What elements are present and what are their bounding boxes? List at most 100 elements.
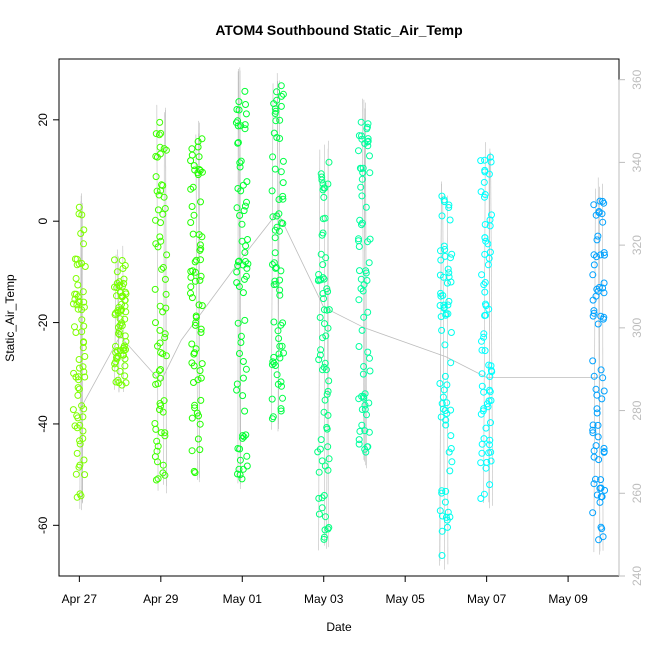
data-point [115, 330, 123, 338]
data-point [116, 315, 124, 323]
data-point [445, 201, 453, 209]
data-point [363, 125, 371, 133]
data-point [599, 374, 607, 382]
data-point [447, 329, 455, 336]
profile-trace [156, 104, 159, 491]
data-point [317, 346, 325, 354]
data-point [241, 407, 249, 415]
data-point [355, 235, 362, 243]
data-point [270, 359, 278, 367]
data-point [477, 495, 485, 502]
data-point [596, 197, 604, 205]
data-point [592, 475, 599, 483]
data-point [600, 249, 608, 257]
x-tick-label: Apr 27 [62, 592, 98, 606]
data-point [363, 443, 371, 451]
data-point [595, 209, 603, 217]
data-point [242, 110, 250, 118]
data-point [187, 157, 195, 165]
data-point [157, 366, 164, 373]
data-point [278, 342, 286, 350]
data-point [443, 516, 451, 524]
data-point [276, 276, 284, 284]
data-point [191, 401, 199, 409]
data-point [355, 147, 362, 155]
data-point [271, 249, 279, 257]
data-point [320, 363, 328, 371]
data-point [595, 536, 603, 544]
data-point [444, 301, 452, 309]
plot-frame [58, 58, 620, 577]
data-point [600, 313, 608, 321]
data-point [277, 321, 285, 329]
data-point [486, 222, 494, 230]
data-point [243, 178, 251, 186]
data-point [234, 470, 241, 478]
data-point [438, 326, 446, 334]
data-point [74, 384, 82, 392]
data-point [234, 139, 242, 147]
data-point [317, 170, 325, 178]
data-point [73, 424, 81, 432]
data-point [239, 261, 247, 269]
data-point [279, 394, 286, 402]
data-point [324, 525, 332, 533]
data-point [161, 429, 169, 437]
data-point [592, 385, 600, 393]
data-point [112, 342, 119, 350]
data-point [444, 310, 452, 318]
data-point [191, 258, 199, 266]
data-point [447, 432, 455, 440]
data-point [323, 285, 331, 293]
data-point [599, 197, 607, 205]
data-point [77, 230, 85, 237]
data-point [154, 458, 161, 466]
data-point [361, 405, 369, 413]
data-point [239, 434, 246, 442]
data-point [486, 248, 494, 256]
data-point [152, 130, 160, 138]
data-point [162, 352, 170, 360]
data-point [234, 139, 242, 146]
data-point [194, 138, 202, 145]
data-point [488, 211, 495, 219]
data-point [438, 552, 446, 559]
data-point [438, 527, 446, 535]
data-point [272, 264, 280, 271]
data-point [355, 395, 363, 403]
data-point [592, 292, 600, 300]
data-point [160, 145, 168, 153]
data-point [190, 211, 198, 219]
data-point [485, 254, 493, 262]
data-point [358, 326, 366, 334]
data-point [241, 121, 249, 129]
data-point [194, 435, 202, 443]
data-point [242, 242, 250, 250]
data-point [442, 421, 450, 429]
data-point [112, 378, 120, 386]
data-point [234, 185, 242, 192]
data-point [445, 204, 453, 211]
data-point [239, 358, 247, 365]
profile-trace [79, 195, 82, 509]
data-point [437, 289, 445, 297]
data-point [437, 413, 445, 421]
data-point [159, 350, 167, 358]
data-point [79, 413, 87, 421]
data-point [269, 153, 277, 161]
data-point [192, 268, 199, 276]
data-point [80, 322, 88, 330]
data-point [593, 491, 601, 499]
data-point [279, 90, 287, 98]
data-point [155, 367, 163, 375]
data-point [196, 276, 204, 284]
data-point [447, 406, 455, 414]
data-point [153, 437, 161, 445]
data-point [188, 414, 196, 422]
data-point [321, 396, 329, 404]
data-point [589, 271, 597, 279]
data-point [279, 179, 287, 187]
data-point [191, 469, 199, 477]
data-point [274, 380, 282, 388]
